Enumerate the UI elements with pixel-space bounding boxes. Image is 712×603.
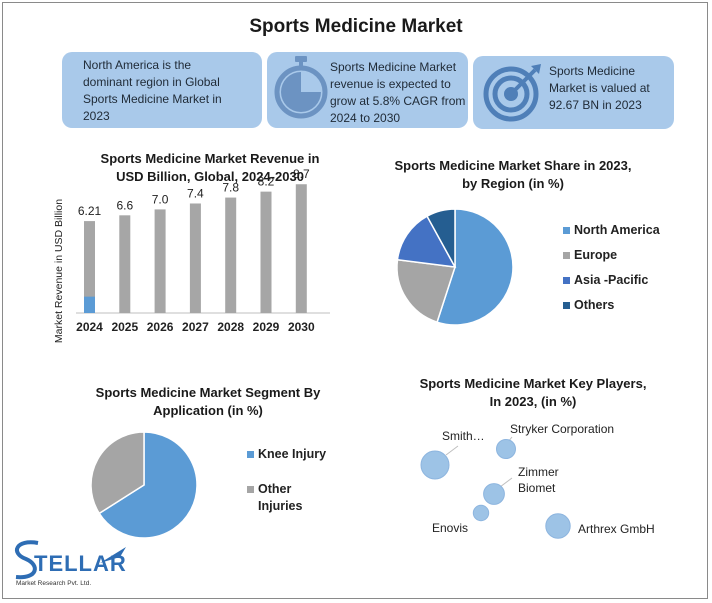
- bar-2028: [225, 197, 237, 313]
- title-line: Application (in %): [153, 403, 263, 418]
- leader-line-zimmer-biomet: [499, 477, 513, 488]
- y-axis-label: Market Revenue in USD Billion: [53, 199, 65, 343]
- info-line: 2024 to 2030: [330, 111, 401, 125]
- legend-label-others: Others: [574, 298, 615, 312]
- value-label-2026: 7.0: [152, 192, 169, 206]
- info-card-text: Sports Medicine Market revenue is expect…: [330, 59, 465, 127]
- legend-label-asia-pacific: Asia -Pacific: [574, 273, 649, 287]
- title-line: Sports Medicine Market Revenue in: [100, 151, 320, 166]
- info-line: 2023: [83, 109, 110, 123]
- legend-swatch-knee-injury: [247, 451, 254, 458]
- player-label-zimmer-biomet: Zimmer: [518, 465, 559, 479]
- value-label-2025: 6.6: [116, 198, 133, 212]
- bar-chart-title: Sports Medicine Market Revenue in USD Bi…: [70, 150, 350, 186]
- title-line: Sports Medicine Market Key Players,: [419, 376, 647, 391]
- value-label-2027: 7.4: [187, 186, 204, 200]
- bar-2026: [154, 209, 166, 313]
- info-card-north-america: North America is the dominant region in …: [62, 52, 262, 128]
- logo-text: TELLAR: [34, 551, 127, 576]
- legend-swatch-north-america: [563, 227, 570, 234]
- pie-slice-other-injuries: [90, 431, 145, 515]
- value-label-2029: 8.2: [258, 175, 275, 189]
- legend-label-north-america: North America: [574, 223, 660, 237]
- info-line: revenue is expected to: [330, 77, 451, 91]
- bar-2025: [119, 215, 131, 313]
- key-players-title: Sports Medicine Market Key Players, In 2…: [400, 375, 666, 411]
- stellar-logo: TELLAR Market Research Pvt. Ltd.: [15, 540, 127, 587]
- legend-swatch-others: [563, 302, 570, 309]
- info-line: 92.67 BN in 2023: [549, 98, 642, 112]
- bar-2027: [189, 203, 201, 313]
- player-label-stryker-corporation: Stryker Corporation: [510, 422, 614, 436]
- info-card-cagr: Sports Medicine Market revenue is expect…: [267, 52, 468, 128]
- legend-swatch-europe: [563, 252, 570, 259]
- legend-label-europe: Europe: [574, 248, 618, 262]
- bubble-arthrex-gmbh: [545, 513, 571, 539]
- player-label-zimmer-biomet: Biomet: [518, 481, 556, 495]
- target-icon: [483, 64, 541, 122]
- info-card-text: Sports Medicine Market is valued at 92.6…: [549, 63, 650, 114]
- bubble-stryker-corporation: [496, 439, 516, 459]
- info-line: dominant region in Global: [83, 75, 220, 89]
- legend-swatch-asia-pacific: [563, 277, 570, 284]
- player-label-smith: Smith…: [442, 429, 485, 443]
- bar-2024: [84, 221, 95, 313]
- bar-highlight-2024: [84, 296, 95, 313]
- tick-label-2028: 2028: [217, 320, 244, 334]
- title-line: USD Billion, Global, 2024-2030: [116, 169, 304, 184]
- legend-label-other-injuries: Other: [258, 482, 292, 496]
- info-line: North America is the: [83, 58, 192, 72]
- tick-label-2026: 2026: [147, 320, 174, 334]
- player-label-enovis: Enovis: [432, 521, 468, 535]
- value-label-2028: 7.8: [222, 181, 239, 195]
- pie-slice-asia-pacific: [396, 215, 457, 268]
- region-pie-title: Sports Medicine Market Share in 2023, by…: [380, 157, 646, 193]
- value-label-2024: 6.21: [78, 204, 102, 218]
- tick-label-2029: 2029: [253, 320, 280, 334]
- leader-line-smith: [445, 445, 459, 456]
- info-line: Sports Medicine: [549, 64, 636, 78]
- title-line: Sports Medicine Market Share in 2023,: [394, 158, 632, 173]
- value-label-2030: 8.7: [293, 167, 310, 181]
- legend-label-other-injuries: Injuries: [258, 499, 303, 513]
- bubble-smith: [420, 450, 450, 480]
- info-card-text: North America is the dominant region in …: [83, 57, 222, 125]
- page-title: Sports Medicine Market: [249, 16, 463, 37]
- title-line: Sports Medicine Market Segment By: [95, 385, 321, 400]
- player-label-arthrex-gmbh: Arthrex GmbH: [578, 522, 655, 536]
- bar-2030: [295, 184, 307, 313]
- pie-slice-knee-injury: [98, 431, 198, 539]
- info-line: Sports Medicine Market in: [83, 92, 222, 106]
- info-line: Sports Medicine Market: [330, 60, 457, 74]
- tick-label-2024: 2024: [76, 320, 103, 334]
- info-line: grow at 5.8% CAGR from: [330, 94, 466, 108]
- stopwatch-icon: [274, 56, 328, 119]
- logo-tagline: Market Research Pvt. Ltd.: [16, 580, 91, 587]
- pie-slice-europe: [396, 258, 456, 324]
- legend-label-knee-injury: Knee Injury: [258, 447, 327, 461]
- bubble-enovis: [472, 504, 490, 522]
- tick-label-2025: 2025: [111, 320, 138, 334]
- info-card-valuation: Sports Medicine Market is valued at 92.6…: [473, 56, 674, 129]
- title-line: by Region (in %): [462, 176, 564, 191]
- info-line: Market is valued at: [549, 81, 650, 95]
- pie-slice-north-america: [436, 208, 514, 326]
- legend-swatch-other-injuries: [247, 486, 254, 493]
- application-pie-title: Sports Medicine Market Segment By Applic…: [70, 384, 346, 420]
- bar-2029: [260, 191, 272, 313]
- title-line: In 2023, (in %): [489, 394, 577, 409]
- tick-label-2027: 2027: [182, 320, 209, 334]
- bubble-zimmer-biomet: [483, 483, 505, 505]
- tick-label-2030: 2030: [288, 320, 315, 334]
- pie-slice-others: [426, 208, 456, 268]
